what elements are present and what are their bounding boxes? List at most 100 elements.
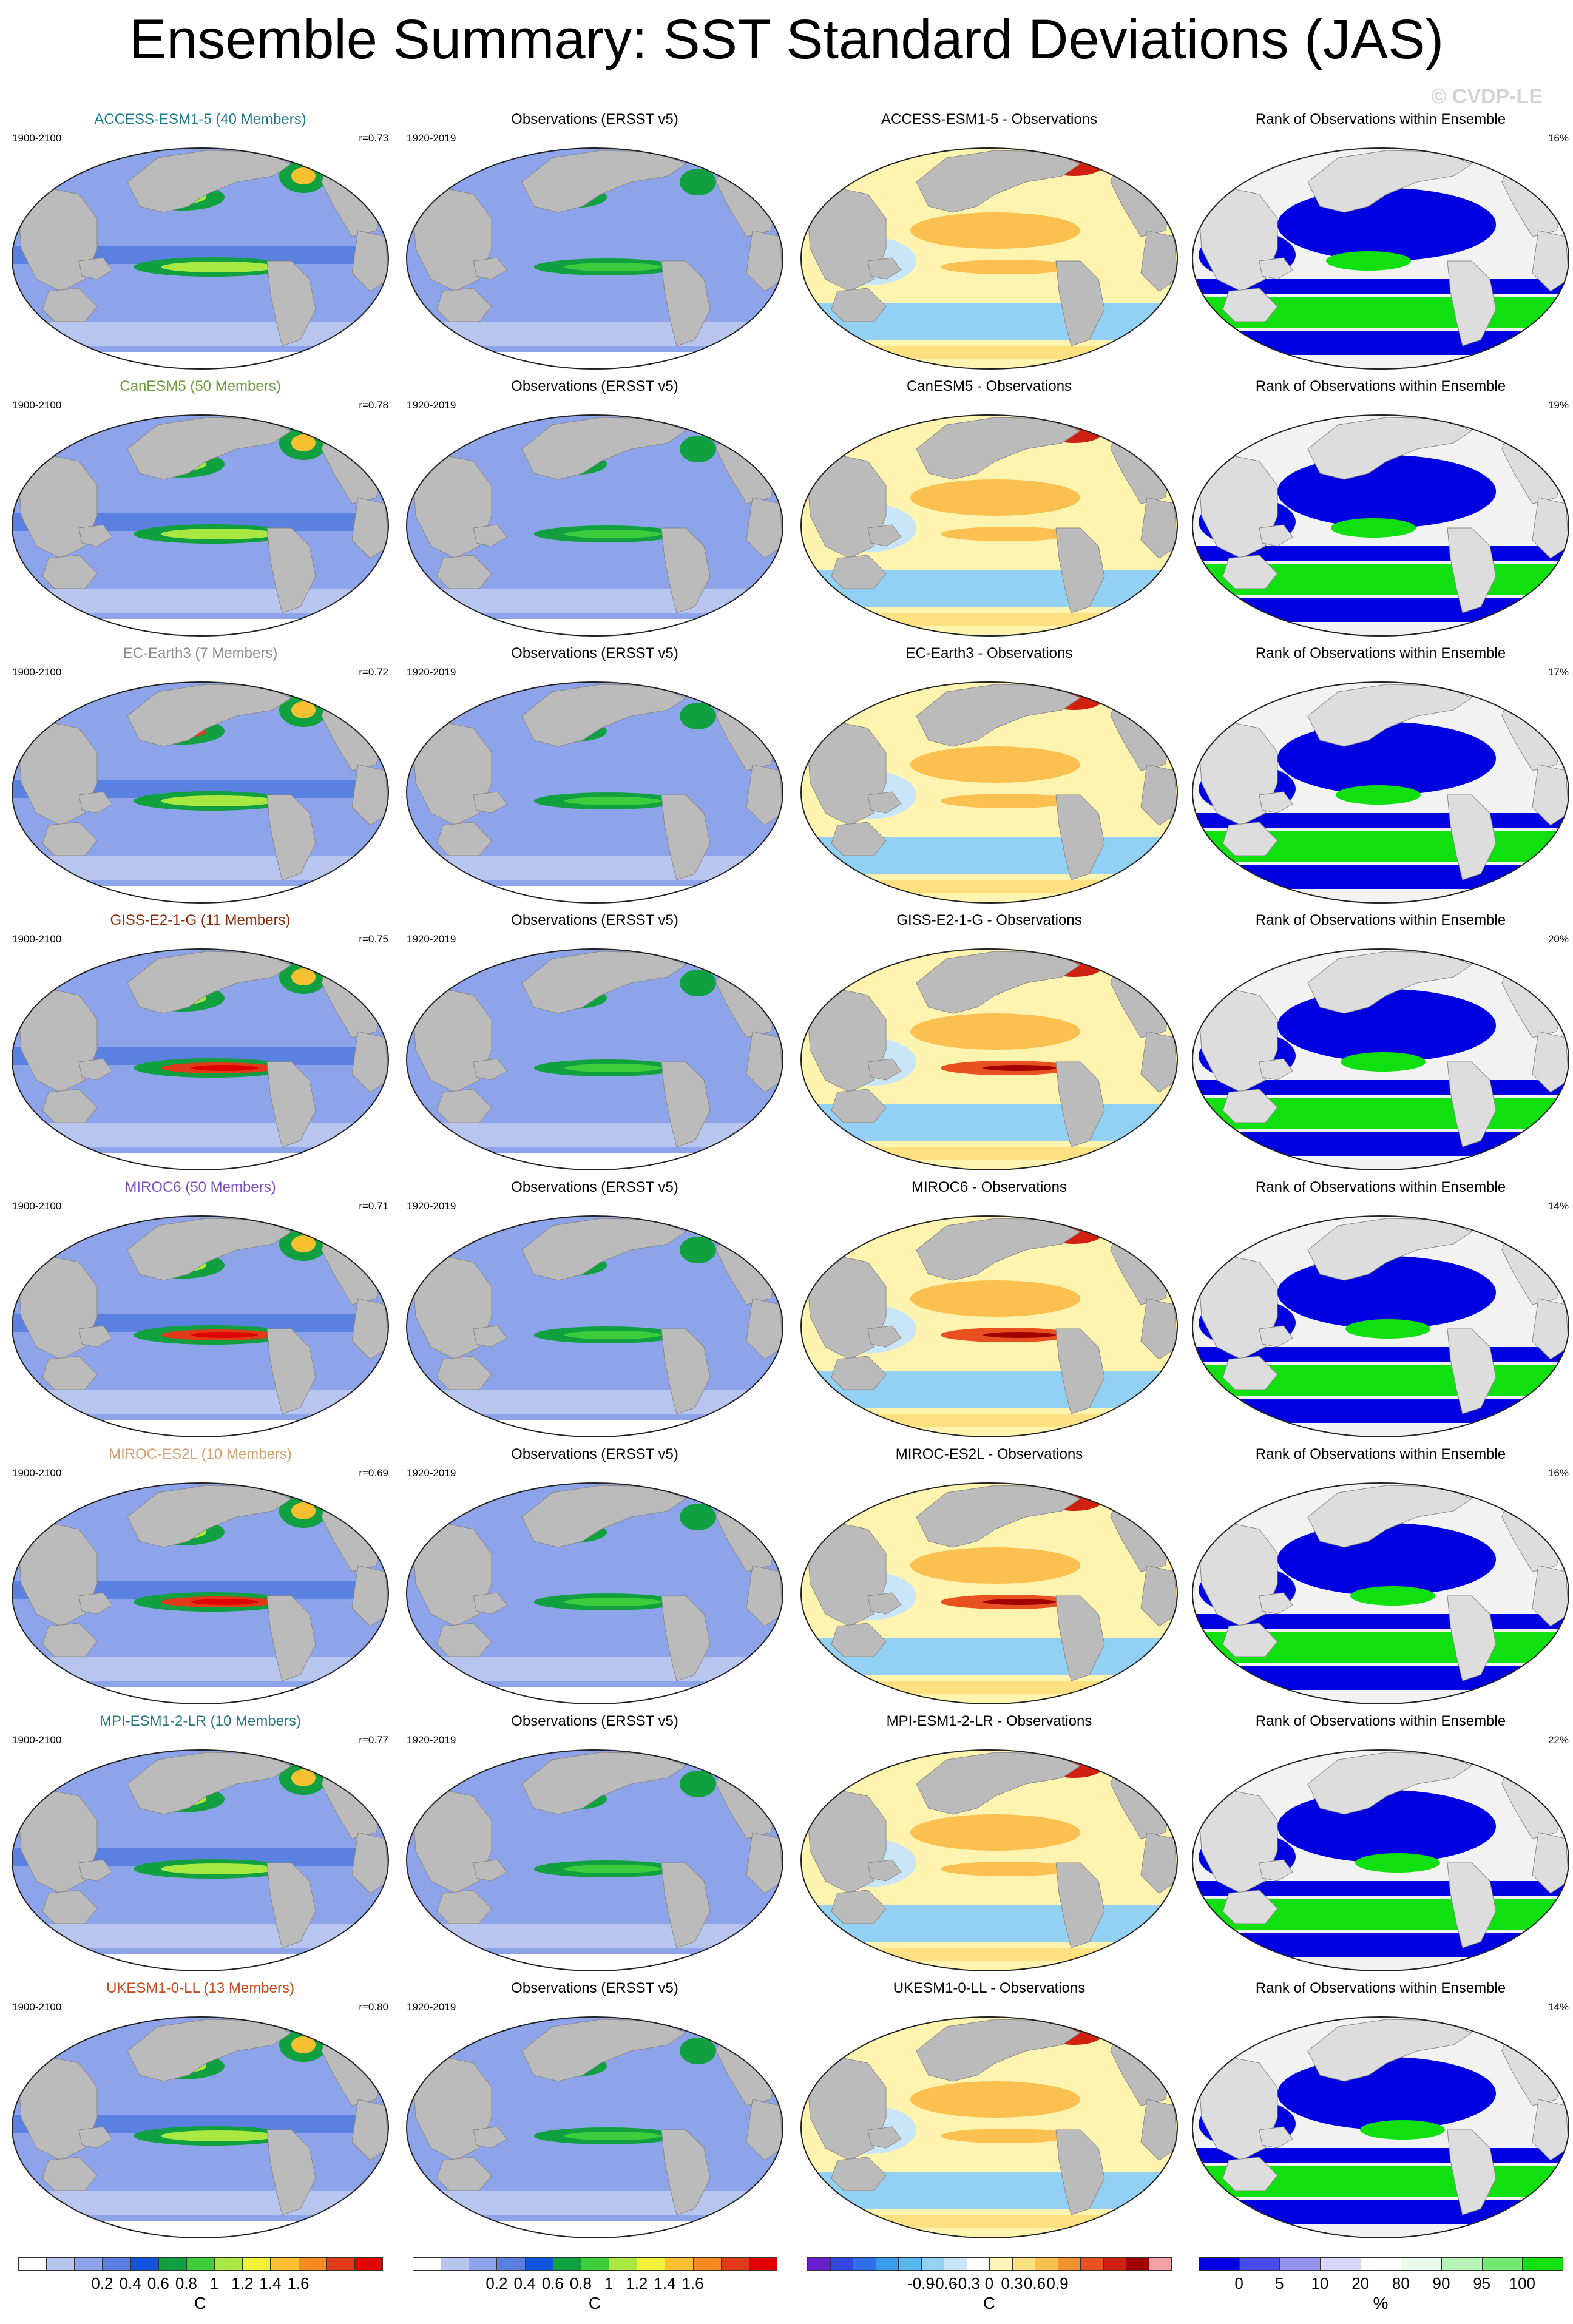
period-label: 1900-2100 xyxy=(12,1734,62,1746)
diff-panel-6: MIROC-ES2L - Observations xyxy=(795,1445,1183,1712)
colorbar-tick-label: 0 xyxy=(1234,2274,1243,2292)
rank-percent: 19% xyxy=(1548,399,1569,411)
colorbar-tick-label: 0.6 xyxy=(1023,2274,1046,2292)
correlation-label: r=0.78 xyxy=(359,399,388,411)
colorbar-tick-label: 95 xyxy=(1473,2274,1491,2292)
colorbar-tick-label: 1.4 xyxy=(654,2274,676,2292)
colorbar-swatch xyxy=(692,2257,722,2271)
rank-percent: 16% xyxy=(1548,132,1569,144)
panel-title: MIROC6 - Observations xyxy=(911,1179,1067,1195)
panel-title: GISS-E2-1-G (11 Members) xyxy=(110,912,291,928)
colorbar-tick-label: 1 xyxy=(604,2274,614,2292)
obs-panel-6: Observations (ERSST v5) 1920-2019 xyxy=(401,1445,789,1712)
colorbar-swatch xyxy=(580,2257,610,2271)
rank-percent: 14% xyxy=(1548,2001,1569,2013)
world-map xyxy=(12,2016,389,2238)
colorbar-swatch xyxy=(921,2257,944,2271)
colorbar-unit: C xyxy=(983,2294,996,2312)
colorbar-swatch xyxy=(637,2257,666,2271)
colorbar-tick-label: 20 xyxy=(1351,2274,1370,2292)
world-map xyxy=(800,414,1178,637)
panel-title: Rank of Observations within Ensemble xyxy=(1255,378,1506,394)
diff-panel-7: MPI-ESM1-2-LR - Observations xyxy=(795,1712,1183,1979)
world-map xyxy=(406,1482,783,1704)
colorbar-swatch xyxy=(46,2257,75,2271)
panel-title: EC-Earth3 - Observations xyxy=(905,645,1073,661)
world-map xyxy=(1192,1482,1569,1704)
colorbar-swatch xyxy=(298,2257,327,2271)
colorbar-swatch xyxy=(720,2257,749,2271)
panel-title: Observations (ERSST v5) xyxy=(511,378,678,394)
rank-panel-8: Rank of Observations within Ensemble 14% xyxy=(1186,1979,1573,2246)
period-label: 1900-2100 xyxy=(12,399,62,411)
world-map xyxy=(800,1482,1178,1704)
model-panel-3: EC-Earth3 (7 Members) 1900-2100 r=0.72 xyxy=(6,644,394,911)
rank-panel-2: Rank of Observations within Ensemble 19% xyxy=(1186,377,1573,644)
panel-title: Observations (ERSST v5) xyxy=(511,645,678,661)
colorbar-tick-label: 1.2 xyxy=(231,2274,254,2292)
colorbar-swatch xyxy=(1441,2257,1483,2271)
colorbar-tick-label: 0.4 xyxy=(119,2274,141,2292)
panel-title: Rank of Observations within Ensemble xyxy=(1255,1446,1506,1462)
colorbar-swatch xyxy=(1057,2257,1081,2271)
panel-title: UKESM1-0-LL (13 Members) xyxy=(106,1980,294,1996)
period-label: 1920-2019 xyxy=(407,132,456,144)
panel-title: ACCESS-ESM1-5 (40 Members) xyxy=(94,111,306,127)
colorbar-tick-label: 10 xyxy=(1311,2274,1329,2292)
colorbar-tick-label: 90 xyxy=(1432,2274,1450,2292)
world-map xyxy=(12,948,389,1170)
colorbar-swatch xyxy=(130,2257,159,2271)
correlation-label: r=0.80 xyxy=(359,2001,388,2013)
rank-panel-3: Rank of Observations within Ensemble 17% xyxy=(1186,644,1573,911)
world-map xyxy=(800,2016,1178,2238)
colorbar-swatch xyxy=(1401,2257,1442,2271)
world-map xyxy=(12,414,389,637)
panel-title: Observations (ERSST v5) xyxy=(511,912,678,928)
rank-panel-5: Rank of Observations within Ensemble 14% xyxy=(1186,1178,1573,1445)
world-map xyxy=(406,1215,783,1437)
period-label: 1920-2019 xyxy=(407,1200,456,1212)
obs-panel-5: Observations (ERSST v5) 1920-2019 xyxy=(401,1178,789,1445)
page-title: Ensemble Summary: SST Standard Deviation… xyxy=(129,8,1444,70)
colorbar-swatch xyxy=(1148,2257,1172,2271)
world-map xyxy=(406,2016,783,2238)
world-map xyxy=(800,147,1178,370)
colorbar-swatch xyxy=(18,2257,47,2271)
panel-title: Rank of Observations within Ensemble xyxy=(1255,1980,1506,1996)
colorbar-swatch xyxy=(966,2257,990,2271)
rank-panel-6: Rank of Observations within Ensemble 16% xyxy=(1186,1445,1573,1712)
period-label: 1900-2100 xyxy=(12,933,62,945)
world-map xyxy=(406,147,783,370)
period-label: 1900-2100 xyxy=(12,1200,62,1212)
colorbar-swatch xyxy=(898,2257,922,2271)
obs-panel-7: Observations (ERSST v5) 1920-2019 xyxy=(401,1712,789,1979)
rank-percent: 17% xyxy=(1548,666,1569,678)
panel-title: CanESM5 - Observations xyxy=(906,378,1072,394)
panel-title: Observations (ERSST v5) xyxy=(511,1980,678,1996)
diff-panel-4: GISS-E2-1-G - Observations xyxy=(795,911,1183,1178)
colorbar-tick-label: 0.4 xyxy=(513,2274,536,2292)
colorbar-swatch xyxy=(270,2257,299,2271)
period-label: 1920-2019 xyxy=(407,399,456,411)
correlation-label: r=0.69 xyxy=(359,1467,388,1479)
diff-colorbar: -0.9 -0.6 -0.3 0 0.3 0.6 0.9 C xyxy=(801,2257,1177,2318)
colorbar-tick-label: 0.8 xyxy=(175,2274,197,2292)
colorbar-tick-label: 1.2 xyxy=(626,2274,648,2292)
period-label: 1920-2019 xyxy=(407,1467,456,1479)
panel-title: MPI-ESM1-2-LR (10 Members) xyxy=(99,1713,302,1729)
colorbar-tick-label: 5 xyxy=(1275,2274,1284,2292)
correlation-label: r=0.77 xyxy=(359,1734,388,1746)
world-map xyxy=(406,414,783,637)
period-label: 1920-2019 xyxy=(407,2001,456,2013)
panel-title: Rank of Observations within Ensemble xyxy=(1255,111,1506,127)
colorbar-swatch xyxy=(609,2257,638,2271)
panel-title: ACCESS-ESM1-5 - Observations xyxy=(881,111,1098,127)
colorbar-unit: C xyxy=(194,2294,207,2312)
panel-title: Observations (ERSST v5) xyxy=(511,1446,678,1462)
colorbar-swatch xyxy=(1279,2257,1321,2271)
diff-panel-2: CanESM5 - Observations xyxy=(795,377,1183,644)
colorbar-tick-label: 0.8 xyxy=(569,2274,592,2292)
rank-panel-1: Rank of Observations within Ensemble 16% xyxy=(1186,110,1573,377)
colorbar-swatch xyxy=(944,2257,967,2271)
colorbar-swatch xyxy=(354,2257,383,2271)
